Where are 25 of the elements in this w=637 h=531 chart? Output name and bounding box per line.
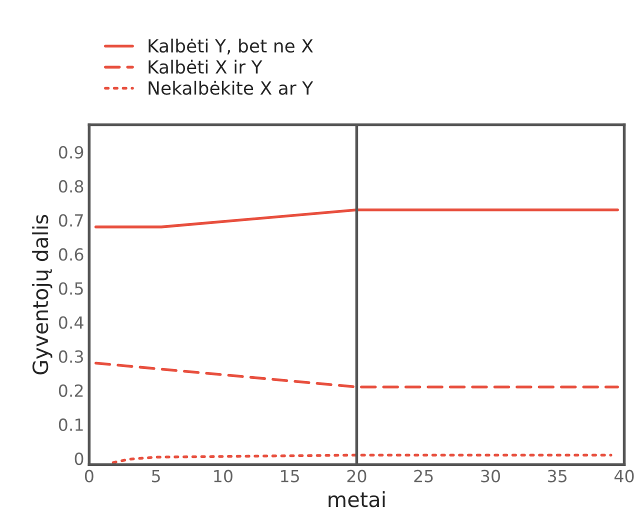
y-tick-label: 0.6 (58, 248, 84, 261)
x-tick-label: 40 (614, 470, 634, 482)
y-tick-label: 0.9 (58, 146, 84, 159)
y-tick-label: 0 (74, 452, 84, 466)
y-tick-label: 0.2 (58, 384, 83, 397)
y-tick-label: 0.5 (58, 282, 83, 295)
x-tick-label: 10 (214, 470, 232, 482)
y-axis-title: Gyventojų dalis (32, 214, 52, 374)
line-series (112, 454, 612, 464)
y-tick-label: 0.7 (58, 214, 83, 227)
y-tick-label: 0.4 (58, 316, 84, 329)
x-tick-label: 20 (347, 470, 366, 482)
y-tick-label: 0.3 (58, 350, 83, 363)
x-tick-label: 15 (281, 470, 299, 482)
x-tick-label: 30 (481, 470, 500, 482)
legend-label: Kalbėti X ir Y (148, 60, 262, 74)
x-tick-label: 25 (414, 470, 433, 482)
x-tick-label: 5 (152, 470, 160, 482)
x-tick-label: 0 (84, 470, 94, 482)
y-tick-label: 0.1 (58, 418, 83, 432)
y-tick-label: 0.8 (58, 180, 84, 193)
legend-label: Nekalbėkite X ar Y (148, 80, 314, 95)
x-tick-label: 35 (548, 470, 567, 482)
legend-label: Kalbėti Y, bet ne X (148, 38, 313, 55)
x-axis-title: metai (328, 491, 385, 508)
